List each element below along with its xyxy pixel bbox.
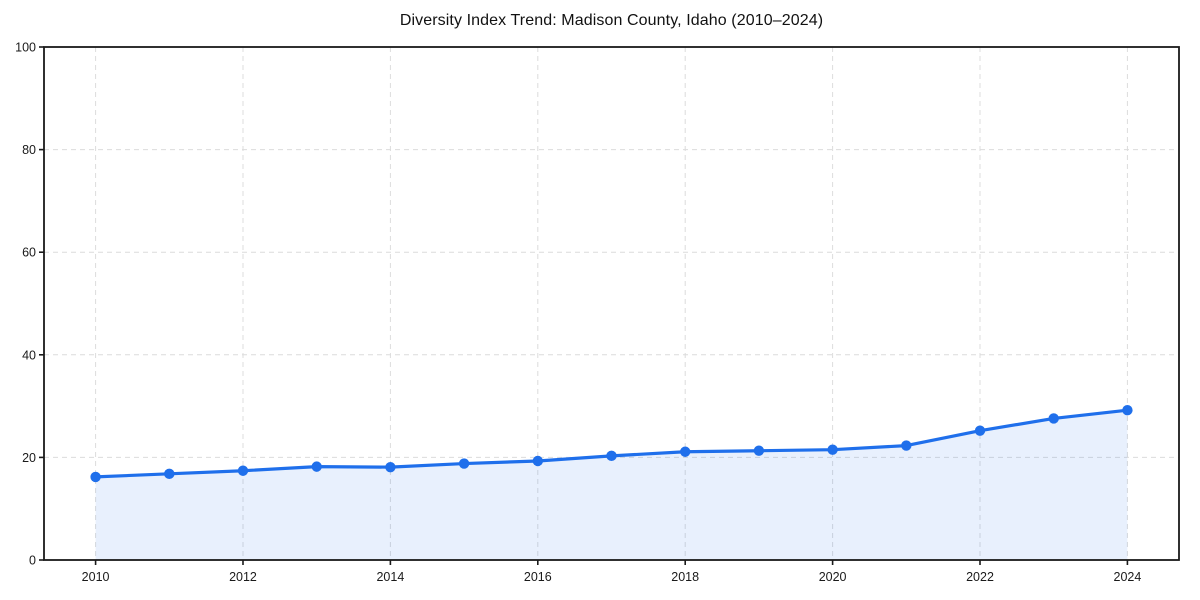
data-point-2023 [1048, 413, 1059, 424]
data-point-2020 [827, 444, 838, 455]
y-tick-label: 20 [22, 451, 36, 465]
data-point-2017 [606, 450, 617, 462]
data-point-2013 [311, 461, 322, 472]
axes-spines [43, 46, 1180, 561]
y-tick-label: 100 [15, 41, 36, 55]
x-tick-label: 2016 [524, 570, 552, 584]
data-point-2012 [237, 465, 249, 476]
x-tick-label: 2010 [82, 570, 110, 584]
y-tick-label: 60 [22, 246, 36, 260]
x-tick-label: 2014 [376, 570, 404, 584]
data-point-2019 [753, 445, 765, 456]
x-tick-label: 2018 [671, 570, 699, 584]
data-point-2015 [458, 458, 470, 469]
data-point-2016 [532, 455, 543, 467]
data-point-2011 [164, 468, 175, 480]
y-tick-label: 40 [22, 348, 36, 362]
plot-background [44, 47, 1179, 560]
data-point-2018 [680, 446, 691, 457]
x-tick-label: 2024 [1114, 570, 1142, 584]
x-tick-label: 2022 [966, 570, 994, 584]
y-tick-label: 80 [22, 143, 36, 157]
x-tick-label: 2020 [819, 570, 847, 584]
data-point-2022 [974, 425, 986, 436]
y-tick-label: 0 [29, 554, 36, 568]
data-point-2010 [90, 471, 101, 483]
data-point-2024 [1122, 405, 1133, 416]
chart-title: Diversity Index Trend: Madison County, I… [399, 12, 824, 29]
data-point-2021 [901, 440, 912, 451]
x-tick-label: 2012 [229, 570, 257, 584]
data-point-2014 [385, 461, 396, 473]
